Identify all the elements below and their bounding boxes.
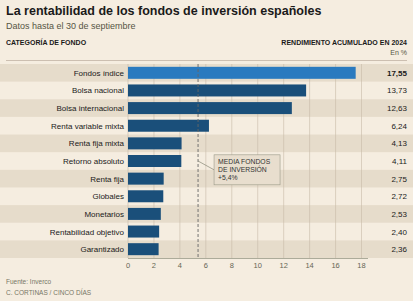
row-band xyxy=(0,205,413,223)
row-band xyxy=(0,170,413,188)
value-label: 4,13 xyxy=(391,139,407,148)
bar xyxy=(128,120,209,132)
row-band xyxy=(0,64,413,82)
title: La rentabilidad de los fondos de inversi… xyxy=(6,4,321,18)
tick-label: 16 xyxy=(331,261,339,270)
annotation-line: DE INVERSIÓN xyxy=(218,165,267,173)
category-label: Bolsa nacional xyxy=(72,86,124,95)
category-label: Globales xyxy=(92,192,124,201)
tick-label: 18 xyxy=(357,261,365,270)
row-band xyxy=(0,135,413,153)
bar xyxy=(128,155,181,167)
value-label: 17,55 xyxy=(387,69,408,78)
value-label: 4,11 xyxy=(392,157,408,166)
category-label: Retorno absoluto xyxy=(63,157,124,166)
value-label: 6,24 xyxy=(391,122,407,131)
bar xyxy=(128,190,163,202)
background xyxy=(0,0,413,301)
column-header: CATEGORÍA DE FONDO xyxy=(6,38,87,46)
category-label: Renta fija mixta xyxy=(69,139,125,148)
value-label: 2,40 xyxy=(391,228,407,237)
source: Fuente: Inverco xyxy=(6,278,52,285)
value-label: 2,36 xyxy=(391,245,407,254)
bar xyxy=(128,67,356,79)
category-label: Renta variable mixta xyxy=(51,122,124,131)
x-axis-line xyxy=(128,258,368,259)
header-rule xyxy=(6,60,407,61)
value-label: 2,53 xyxy=(391,210,407,219)
grid-line xyxy=(309,64,310,258)
annotation-line: +5,4% xyxy=(218,174,237,181)
tick-label: 4 xyxy=(178,261,182,270)
tick-label: 2 xyxy=(152,261,156,270)
row-band xyxy=(0,240,413,258)
value-label: 12,63 xyxy=(387,104,408,113)
tick-label: 12 xyxy=(280,261,288,270)
bar xyxy=(128,84,306,96)
bar xyxy=(128,102,292,114)
tick-label: 10 xyxy=(254,261,262,270)
category-label: Bolsa internacional xyxy=(56,104,124,113)
bar xyxy=(128,243,159,255)
category-label: Monetarios xyxy=(84,210,124,219)
chart: La rentabilidad de los fondos de inversi… xyxy=(0,0,413,301)
column-subheader: En % xyxy=(390,49,407,56)
row-band xyxy=(0,99,413,117)
value-label: 2,75 xyxy=(391,175,407,184)
grid-line xyxy=(361,64,362,258)
annotation: MEDIA FONDOSDE INVERSIÓN+5,4% xyxy=(218,158,271,181)
category-label: Renta fija xyxy=(90,175,124,184)
value-label: 13,73 xyxy=(387,86,408,95)
category-label: Rentabilidad objetivo xyxy=(50,228,125,237)
category-label: Garantizado xyxy=(80,245,124,254)
annotation-box xyxy=(214,155,280,185)
grid-line xyxy=(335,64,336,258)
tick-label: 0 xyxy=(126,261,130,270)
column-header: RENDIMIENTO ACUMULADO EN 2024 xyxy=(281,39,407,46)
tick-label: 8 xyxy=(230,261,234,270)
annotation-line: MEDIA FONDOS xyxy=(218,158,271,165)
value-label: 2,72 xyxy=(391,192,407,201)
tick-label: 14 xyxy=(305,261,313,270)
tick-label: 6 xyxy=(204,261,208,270)
bar xyxy=(128,208,161,220)
author: C. CORTINAS / CINCO DÍAS xyxy=(6,288,92,296)
category-label: Fondos índice xyxy=(74,69,125,78)
bar xyxy=(128,226,159,238)
bar xyxy=(128,137,182,149)
bars xyxy=(128,67,356,255)
bar xyxy=(128,173,164,185)
subtitle: Datos hasta el 30 de septiembre xyxy=(6,21,136,31)
annotation-connector xyxy=(198,161,214,170)
